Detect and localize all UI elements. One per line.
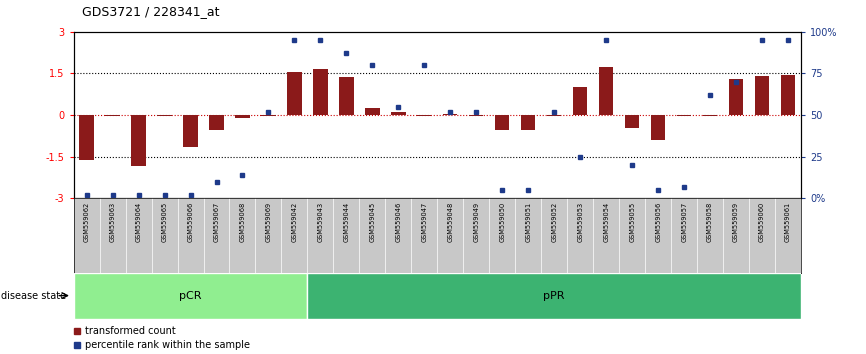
Text: GSM559062: GSM559062 [84,202,89,242]
Text: GSM559069: GSM559069 [266,202,271,242]
Text: pPR: pPR [544,291,565,301]
Bar [236,115,249,118]
Text: GSM559065: GSM559065 [162,202,167,242]
Bar [651,115,665,140]
Bar [547,115,561,116]
Text: GSM559064: GSM559064 [136,202,141,242]
Bar [210,115,223,130]
Bar [132,115,145,166]
Text: GSM559066: GSM559066 [188,202,193,242]
Bar [495,115,509,130]
Text: GSM559067: GSM559067 [214,202,219,242]
Text: GSM559050: GSM559050 [500,202,505,242]
Bar [781,75,795,115]
Bar [313,69,327,115]
Bar [729,79,743,115]
Bar [307,273,801,319]
Bar [703,115,717,116]
Bar [339,77,353,115]
Bar [469,115,483,116]
Bar [625,115,639,127]
Bar [106,115,120,116]
Bar [158,115,171,116]
Bar [521,115,535,130]
Text: GSM559051: GSM559051 [526,202,531,242]
Text: GSM559047: GSM559047 [422,202,427,242]
Bar [599,67,613,115]
Bar [417,115,431,116]
Text: GSM559049: GSM559049 [474,202,479,242]
Bar [391,112,405,115]
Text: disease state: disease state [1,291,66,301]
Text: GSM559048: GSM559048 [448,202,453,242]
Text: GSM559063: GSM559063 [110,202,115,242]
Bar [288,72,301,115]
Bar [184,115,197,147]
Text: GSM559068: GSM559068 [240,202,245,242]
Bar [443,114,457,115]
Text: GSM559060: GSM559060 [759,202,765,242]
Text: GSM559044: GSM559044 [344,202,349,242]
Text: GDS3721 / 228341_at: GDS3721 / 228341_at [82,5,220,18]
Text: transformed count: transformed count [85,326,176,336]
Text: GSM559046: GSM559046 [396,202,401,242]
Text: GSM559042: GSM559042 [292,202,297,242]
Text: GSM559053: GSM559053 [578,202,583,242]
Text: GSM559055: GSM559055 [630,202,635,242]
Text: percentile rank within the sample: percentile rank within the sample [85,340,250,350]
Text: GSM559056: GSM559056 [656,202,661,242]
Bar [74,273,307,319]
Text: pCR: pCR [179,291,202,301]
Bar [80,115,94,160]
Text: GSM559058: GSM559058 [708,202,713,242]
Text: GSM559045: GSM559045 [370,202,375,242]
Text: GSM559057: GSM559057 [682,202,687,242]
Text: GSM559059: GSM559059 [734,202,739,242]
Bar [365,108,379,115]
Bar [677,115,691,116]
Text: GSM559052: GSM559052 [552,202,557,242]
Bar [262,115,275,116]
Bar [573,87,587,115]
Bar [755,76,769,115]
Text: GSM559043: GSM559043 [318,202,323,242]
Text: GSM559054: GSM559054 [604,202,609,242]
Text: GSM559061: GSM559061 [785,202,791,242]
